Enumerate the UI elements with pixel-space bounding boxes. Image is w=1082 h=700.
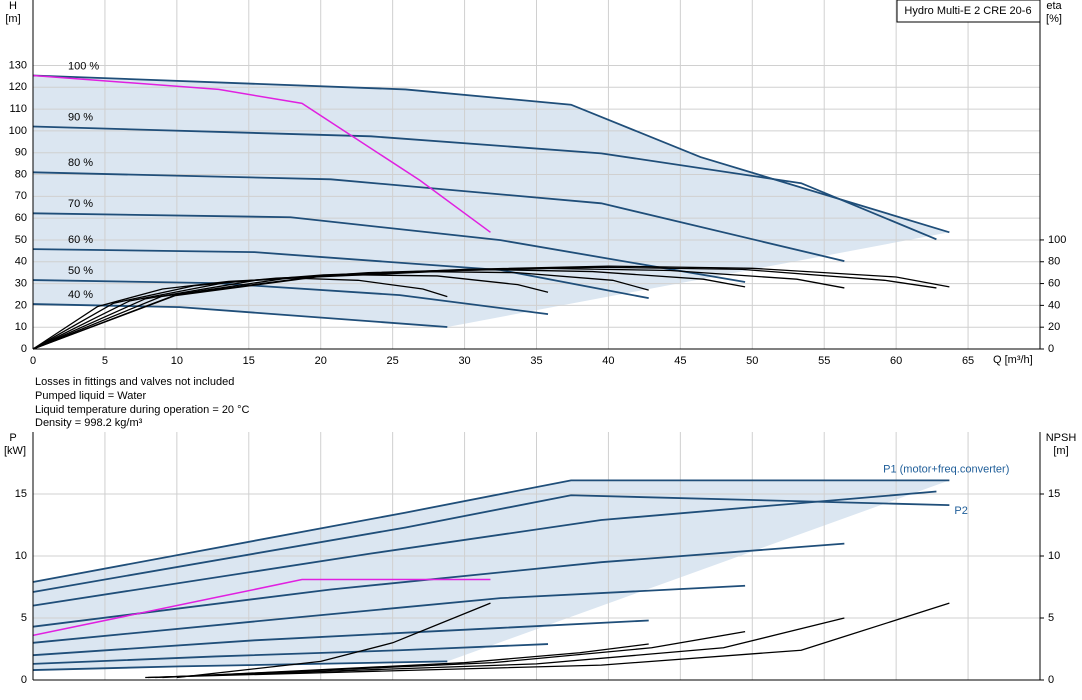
labels-layer: 0 5 10 15 20 25 30 35 40 45 50 55 60 6501020304050607… <box>9 0 1066 686</box>
y2-unit: [%] <box>1046 13 1062 25</box>
series-label: 100 % <box>68 60 99 72</box>
y-unit: [kW] <box>4 445 26 457</box>
x-tick-label: 50 <box>746 355 758 367</box>
y2-tick-label: 0 <box>1048 343 1054 355</box>
series-label: 70 % <box>68 198 93 210</box>
y2-tick-label: 100 <box>1048 234 1066 246</box>
series-label: P1 (motor+freq.converter) <box>883 463 1009 475</box>
curve <box>145 602 950 679</box>
curve <box>32 248 649 300</box>
operating-area <box>33 480 950 671</box>
y2-tick-label: 10 <box>1048 550 1060 562</box>
curve <box>32 303 448 328</box>
curve <box>176 602 491 679</box>
x-tick-label: 55 <box>818 355 830 367</box>
y-tick-label: 50 <box>15 234 27 246</box>
y-tick-label: 70 <box>15 190 27 202</box>
x-tick-label: 40 <box>602 355 614 367</box>
note: Losses in fittings and valves not includ… <box>35 376 234 388</box>
y-label: P <box>9 432 16 444</box>
x-tick-label: 35 <box>530 355 542 367</box>
x-tick-label: 10 <box>171 355 183 367</box>
y-tick-label: 15 <box>15 488 27 500</box>
note: Pumped liquid = Water <box>35 390 147 402</box>
x-tick-label: 20 <box>315 355 327 367</box>
y-tick-label: 10 <box>15 321 27 333</box>
curve <box>148 617 845 679</box>
y2-tick-label: 20 <box>1048 321 1060 333</box>
curve <box>32 643 549 665</box>
y2-label: NPSH <box>1046 432 1077 444</box>
x-tick-label: 0 <box>30 355 36 367</box>
series-label: 90 % <box>68 111 93 123</box>
y-unit: [m] <box>5 13 20 25</box>
y-tick-label: 0 <box>21 674 27 686</box>
y2-tick-label: 60 <box>1048 277 1060 289</box>
y2-tick-label: 0 <box>1048 674 1054 686</box>
y-tick-label: 40 <box>15 256 27 268</box>
curve <box>32 619 649 657</box>
y2-tick-label: 5 <box>1048 612 1054 624</box>
y-tick-label: 80 <box>15 168 27 180</box>
curve <box>32 578 491 637</box>
operating-area <box>33 75 950 327</box>
y2-tick-label: 15 <box>1048 488 1060 500</box>
note: Density = 998.2 kg/m³ <box>35 417 143 429</box>
x-tick-label: 65 <box>962 355 974 367</box>
y2-tick-label: 40 <box>1048 299 1060 311</box>
curve <box>32 584 746 644</box>
curve <box>32 494 950 593</box>
chart-title: Hydro Multi-E 2 CRE 20-6 <box>904 5 1031 17</box>
lines-layer <box>32 74 950 679</box>
title-box <box>896 0 1041 23</box>
curve <box>32 74 491 233</box>
y-label: H <box>9 0 17 12</box>
series-label: 60 % <box>68 234 93 246</box>
curve <box>162 643 649 679</box>
series-label: 80 % <box>68 157 93 169</box>
x-tick-label: 30 <box>458 355 470 367</box>
note: Liquid temperature during operation = 20… <box>35 404 250 416</box>
curve <box>32 279 549 315</box>
x-tick-label: 15 <box>243 355 255 367</box>
x-tick-label: 5 <box>102 355 108 367</box>
curve <box>32 125 937 241</box>
x-label: Q [m³/h] <box>993 354 1033 366</box>
x-tick-label: 45 <box>674 355 686 367</box>
x-tick-label: 60 <box>890 355 902 367</box>
y-tick-label: 5 <box>21 612 27 624</box>
y-tick-label: 130 <box>9 59 27 71</box>
y-tick-label: 10 <box>15 550 27 562</box>
series-label: P2 <box>954 505 967 517</box>
grid-layer <box>32 0 1040 681</box>
y-tick-label: 60 <box>15 212 27 224</box>
curve <box>32 212 746 283</box>
y-tick-label: 30 <box>15 277 27 289</box>
curve <box>32 490 937 607</box>
y2-label: eta <box>1046 0 1062 12</box>
series-label: 50 % <box>68 265 93 277</box>
y2-unit: [m] <box>1053 445 1068 457</box>
x-tick-label: 25 <box>387 355 399 367</box>
curve <box>32 274 549 350</box>
curve <box>32 171 845 262</box>
curve <box>32 542 845 628</box>
y2-tick-label: 80 <box>1048 256 1060 268</box>
series-label: 40 % <box>68 289 93 301</box>
curve <box>32 277 448 350</box>
y-tick-label: 90 <box>15 147 27 159</box>
curve <box>32 660 448 671</box>
curve <box>32 270 649 350</box>
curve <box>32 479 950 583</box>
y-tick-label: 120 <box>9 81 27 93</box>
y-tick-label: 110 <box>9 103 27 115</box>
curve <box>32 74 950 234</box>
y-tick-label: 100 <box>9 125 27 137</box>
y-tick-label: 0 <box>21 343 27 355</box>
shade-layer <box>33 75 950 671</box>
y-tick-label: 20 <box>15 299 27 311</box>
